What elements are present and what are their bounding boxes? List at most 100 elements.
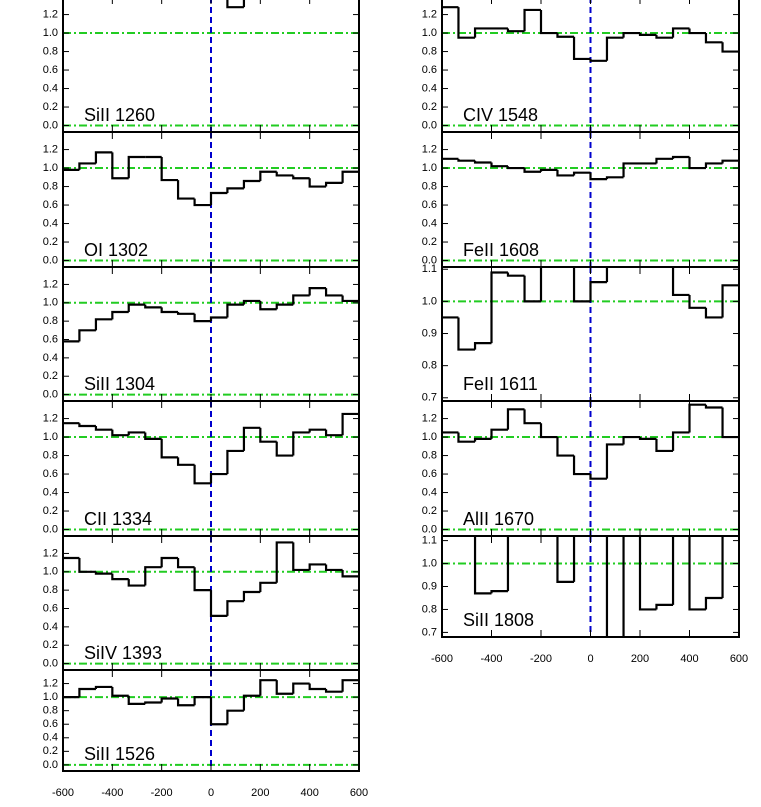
- y-tick-label: 0.6: [43, 602, 58, 614]
- flux-step: [111, 310, 129, 320]
- y-tick-label: 0.7: [422, 392, 437, 404]
- flux-step: [242, 299, 261, 305]
- flux-step: [160, 697, 179, 703]
- flux-step: [193, 464, 211, 485]
- y-tick-label: 0.6: [422, 64, 437, 76]
- flux-step: [292, 175, 310, 180]
- x-tick-label: 400: [300, 787, 318, 799]
- flux-step: [78, 687, 96, 698]
- y-tick-label: 0.6: [43, 64, 58, 76]
- flux-step: [457, 432, 476, 443]
- flux-step: [160, 307, 179, 314]
- flux-step: [209, 472, 228, 484]
- flux-step: [622, 162, 640, 178]
- x-tick-label: -400: [480, 653, 502, 665]
- panel: [63, 401, 359, 536]
- flux-step: [457, 7, 476, 39]
- ion-label: AlII 1670: [463, 509, 534, 529]
- flux-step: [655, 34, 674, 39]
- flux-step: [193, 696, 211, 706]
- flux-step: [523, 8, 541, 32]
- y-tick-label: 0.0: [43, 523, 58, 535]
- flux-step: [655, 438, 674, 453]
- flux-step: [490, 589, 508, 594]
- flux-step: [226, 0, 244, 9]
- flux-step: [721, 407, 739, 439]
- y-tick-label: 1.0: [422, 431, 437, 443]
- flux-step: [721, 42, 739, 53]
- flux-step: [308, 287, 327, 296]
- ion-label: SiII 1808: [463, 610, 534, 630]
- y-tick-label: 0.9: [422, 327, 437, 339]
- flux-step: [490, 428, 508, 439]
- y-tick-label: 0.8: [43, 449, 58, 461]
- flux-step: [655, 603, 674, 610]
- y-tick-label: 1.2: [422, 412, 437, 424]
- flux-step: [226, 187, 244, 194]
- flux-step: [556, 33, 575, 38]
- flux-step: [226, 600, 244, 616]
- panel: [442, 132, 739, 267]
- y-tick-label: 0.2: [422, 505, 437, 517]
- flux-step: [457, 158, 476, 162]
- flux-step: [127, 303, 146, 312]
- flux-step: [209, 590, 228, 617]
- flux-step: [506, 28, 525, 33]
- flux-step: [721, 536, 724, 598]
- y-tick-label: 0.9: [422, 580, 437, 592]
- flux-step: [78, 162, 96, 170]
- flux-step: [242, 0, 246, 8]
- flux-step: [144, 432, 162, 441]
- flux-step: [176, 698, 195, 707]
- y-tick-label: 1.0: [422, 162, 437, 174]
- flux-step: [572, 455, 591, 476]
- flux-step: [622, 31, 640, 38]
- y-tick-label: 0.2: [422, 236, 437, 248]
- y-tick-label: 1.0: [43, 431, 58, 443]
- ion-label: SiII 1526: [84, 744, 155, 764]
- flux-step: [324, 288, 343, 297]
- y-tick-label: 0.6: [43, 718, 58, 730]
- flux-step: [275, 680, 294, 695]
- flux-step: [473, 160, 492, 164]
- flux-step: [671, 27, 690, 38]
- flux-step: [292, 542, 310, 572]
- flux-step: [589, 474, 607, 480]
- flux-step: [292, 431, 310, 456]
- flux-step: [473, 342, 492, 350]
- flux-step: [622, 536, 625, 637]
- flux-step: [111, 573, 129, 581]
- x-tick-label: 400: [680, 653, 698, 665]
- y-tick-label: 0.8: [422, 45, 437, 57]
- y-tick-label: 0.0: [43, 657, 58, 669]
- flux-step: [308, 178, 327, 188]
- flux-step: [556, 536, 575, 584]
- flux-step: [259, 581, 277, 592]
- y-tick-label: 1.0: [43, 691, 58, 703]
- y-tick-label: 1.2: [43, 677, 58, 689]
- y-tick-label: 0.4: [422, 82, 437, 94]
- y-tick-label: 1.0: [43, 297, 58, 309]
- y-tick-label: 0.7: [422, 626, 437, 638]
- y-tick-label: 1.2: [43, 412, 58, 424]
- flux-step: [688, 403, 706, 433]
- flux-step: [259, 679, 277, 696]
- x-tick-label: -200: [151, 787, 173, 799]
- flux-step: [638, 437, 657, 441]
- y-tick-label: 0.2: [43, 639, 58, 651]
- flux-step: [341, 679, 359, 692]
- panel: [442, 536, 739, 637]
- flux-step: [242, 426, 261, 451]
- flux-step: [556, 169, 575, 177]
- flux-step: [523, 168, 541, 173]
- flux-step: [275, 303, 294, 310]
- flux-step: [589, 58, 607, 62]
- ion-label: SiIV 1393: [84, 643, 162, 663]
- y-tick-label: 0.4: [422, 217, 437, 229]
- flux-step: [275, 541, 294, 583]
- flux-step: [127, 695, 146, 705]
- flux-step: [341, 412, 359, 436]
- x-tick-label: -400: [101, 787, 123, 799]
- flux-step: [572, 171, 591, 176]
- flux-step: [292, 294, 310, 305]
